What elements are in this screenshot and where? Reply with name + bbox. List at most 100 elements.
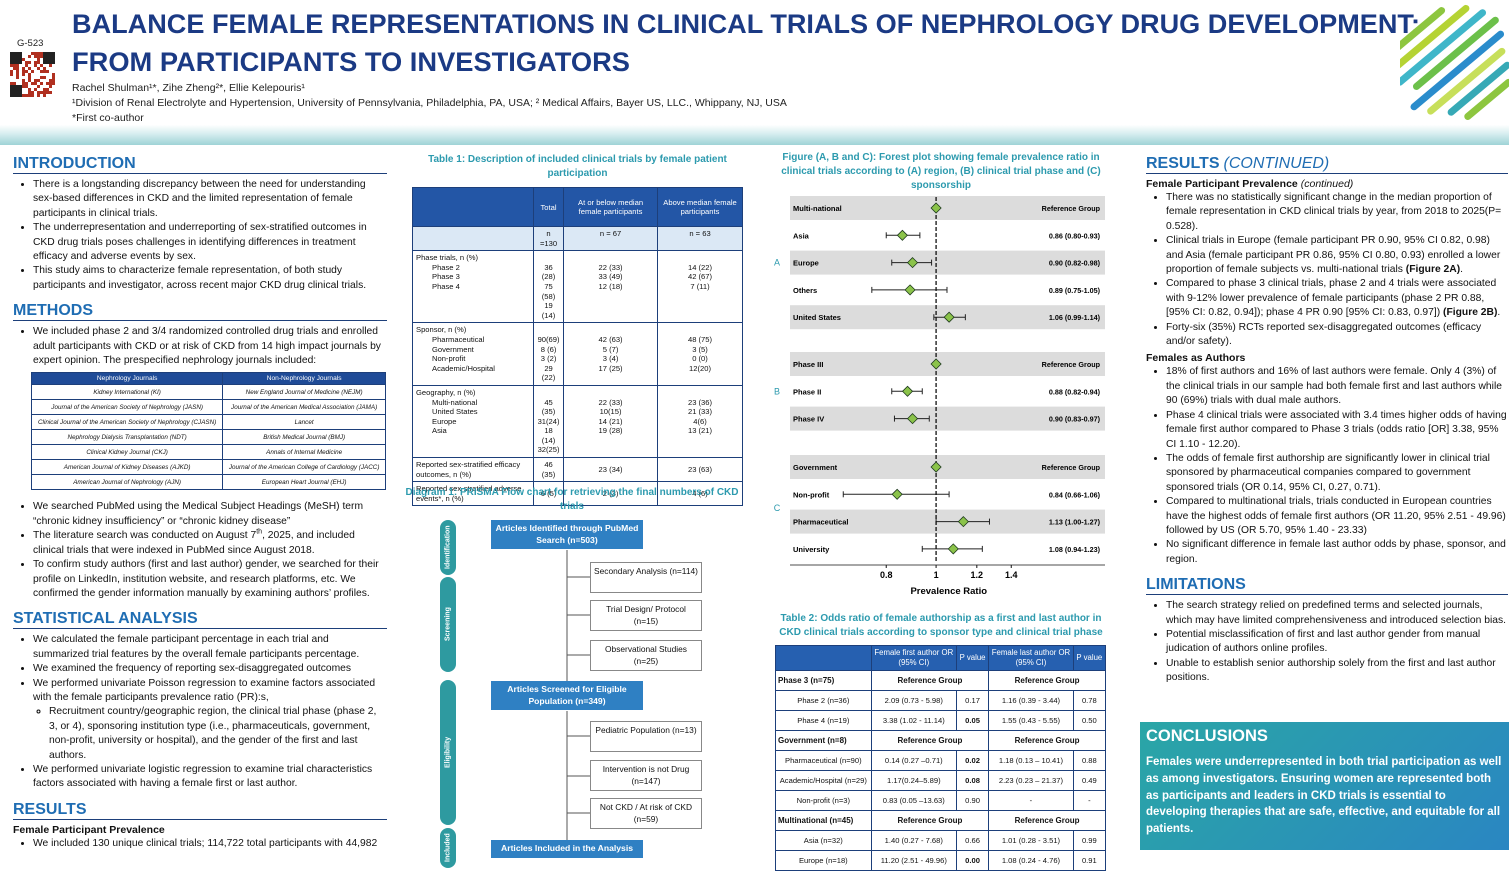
qr-cell: [16, 70, 19, 73]
reference-cell: Reference Group: [870, 730, 990, 751]
cell: 1.18 (0.13 – 10.41): [988, 750, 1074, 771]
qr-cell: [19, 85, 22, 88]
qr-cell: [25, 64, 28, 67]
label-cell: Asia (n=32): [775, 830, 872, 851]
header-cell: P value: [955, 645, 990, 671]
bullet: We examined the frequency of reporting s…: [33, 662, 387, 676]
qr-cell: [37, 94, 40, 97]
header-cell: [412, 187, 534, 227]
estimate: [947, 543, 959, 555]
qr-cell: [19, 58, 22, 61]
bullet: There was no statistically significant c…: [1166, 191, 1508, 234]
text-run: Clinical trials in Europe (female partic…: [1166, 235, 1501, 276]
heading-text: INTRODUCTION: [13, 155, 136, 172]
value: 18 (14): [541, 426, 556, 445]
cell: 0.17: [955, 690, 990, 711]
row: American Journal of Kidney Diseases (AJK…: [30, 459, 386, 476]
row-label: Phase 4: [432, 281, 460, 291]
group-row: Reported sex-stratified efficacy outcome…: [412, 457, 743, 483]
heading-text: STATISTICAL ANALYSIS: [13, 610, 198, 628]
main-box: Articles Identified through PubMed Searc…: [491, 520, 643, 549]
estimate-label: 1.13 (1.00-1.27): [1049, 518, 1101, 527]
qr-cell: [49, 91, 52, 94]
row-band: [790, 406, 1105, 431]
cell: European Heart Journal (EHJ): [222, 474, 386, 491]
cell: 0.99: [1072, 830, 1107, 851]
table-caption: Table 1: Description of included clinica…: [428, 154, 727, 179]
bullet: We searched PubMed using the Medical Sub…: [33, 500, 387, 529]
cell: American Journal of Nephrology (AJN): [30, 474, 224, 491]
title-line: FROM PARTICIPANTS TO INVESTIGATORS: [72, 47, 630, 77]
row-label: University: [793, 545, 830, 554]
label-cell: Pharmaceutical (n=90): [775, 750, 872, 771]
qr-cell: [43, 55, 46, 58]
value: 90(69): [537, 334, 560, 344]
qr-cell: [10, 52, 13, 55]
estimate: [930, 461, 942, 473]
figure-caption: Figure (A, B and C): Forest plot showing…: [781, 152, 1101, 191]
table: Total At or below median female participa…: [412, 187, 743, 507]
value: 23 (36): [687, 397, 713, 407]
cell: 11.20 (2.51 - 49.96): [870, 850, 957, 871]
reference-cell: Reference Group: [988, 730, 1106, 751]
heading-text: RESULTS: [13, 800, 87, 818]
qr-cell: [34, 64, 37, 67]
bullet: Compared to multinational trials, trials…: [1166, 495, 1508, 538]
heading-em: (CONTINUED): [1223, 155, 1330, 172]
group-row: Reported sex-stratified adverse events*,…: [412, 481, 743, 507]
x-tick-label: 0.8: [880, 570, 893, 580]
cell: 0.02: [955, 750, 990, 771]
value: 36 (28): [541, 262, 556, 282]
cell: -: [1072, 790, 1107, 811]
qr-cell: [16, 85, 19, 88]
title-box: BALANCE FEMALE REPRESENTATIONS IN CLINIC…: [72, 9, 1420, 77]
bullet: Compared to phase 3 clinical trials, pha…: [1166, 277, 1508, 320]
section-heading: RESULTS (CONTINUED): [1146, 155, 1508, 174]
excluded-box: Intervention is not Drug (n=147): [590, 760, 702, 791]
qr-cell: [28, 79, 31, 82]
qr-cell: [28, 88, 31, 91]
row: Nephrology Dialysis Transplantation (NDT…: [30, 429, 386, 446]
value: 21 (33): [687, 407, 713, 417]
qr-cell: [16, 76, 19, 79]
row-label: Non-profit: [432, 354, 466, 364]
cell: 2.23 (0.23 – 21.37): [988, 770, 1074, 791]
cell: n =130: [532, 225, 565, 252]
table-caption: Table 2: Odds ratio of female authorship…: [779, 613, 1103, 638]
x-tick-label: 1.2: [971, 570, 984, 580]
group-label: Reported sex-stratified adverse events*,…: [416, 484, 522, 503]
value: 5 (7): [602, 344, 619, 354]
bullet: 18% of first authors and 16% of last aut…: [1166, 365, 1508, 408]
subheading-text: Female Participant Prevalence: [13, 823, 165, 836]
label-cell: Government (n=8): [775, 730, 872, 751]
column: INTRODUCTION There is a longstanding disc…: [13, 146, 387, 850]
label-cell: Phase 3 (n=75): [775, 670, 872, 691]
bullet-list: We calculated the female participant per…: [13, 633, 387, 705]
text-run: (Figure 2A): [1405, 264, 1461, 276]
label-cell: Academic/Hospital (n=29): [775, 770, 872, 791]
cell: 0.49: [1072, 770, 1107, 791]
value: 0 (0): [692, 354, 708, 364]
value: 45 (35): [541, 397, 556, 417]
value: 4(6): [693, 416, 707, 426]
qr-cell: [22, 67, 25, 70]
qr-cell: [37, 91, 40, 94]
qr-cell: [37, 61, 40, 64]
bullet: Recruitment country/geographic region, t…: [49, 705, 387, 763]
subheading: Female Participant Prevalence: [13, 824, 387, 836]
group-label: Phase trials, n (%): [416, 253, 479, 263]
estimate: [957, 516, 969, 528]
conclusions-heading: CONCLUSIONS: [1146, 727, 1268, 745]
qr-cell: [13, 58, 16, 61]
excluded-box: Secondary Analysis (n=114): [590, 562, 702, 593]
excluded-box: Not CKD / At risk of CKD (n=59): [590, 798, 702, 829]
qr-cell: [40, 64, 43, 67]
qr-cell: [31, 94, 34, 97]
estimate: [891, 488, 903, 500]
row-label: Asia: [432, 426, 447, 436]
qr-cell: [22, 58, 25, 61]
value: 42 (63): [598, 334, 623, 344]
reference-label: Reference Group: [1042, 360, 1101, 369]
qr-cell: [10, 73, 13, 76]
estimate-label: 0.90 (0.83-0.97): [1049, 415, 1101, 424]
